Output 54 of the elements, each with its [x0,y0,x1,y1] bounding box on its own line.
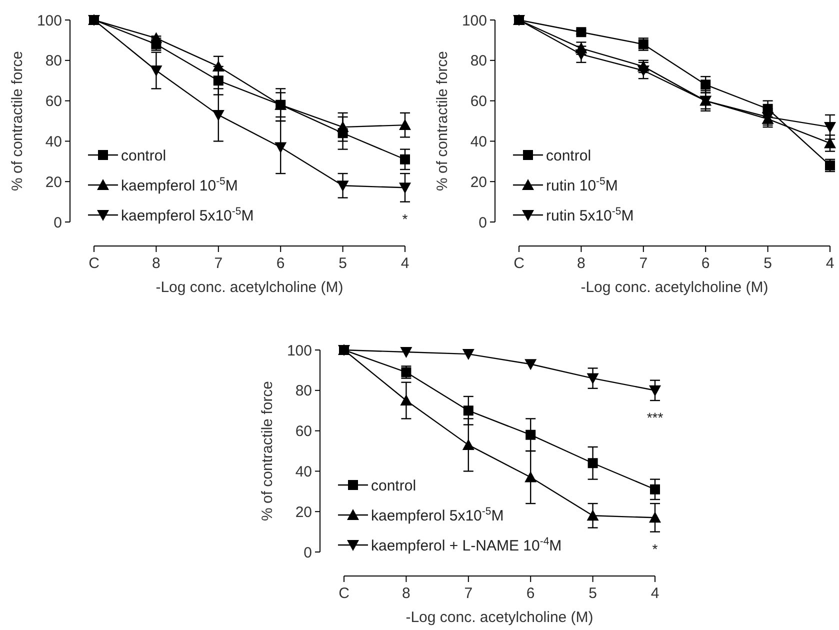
y-tick-label: 0 [54,214,62,232]
x-tick-label: 7 [639,255,648,272]
y-tick-label: 40 [45,133,62,150]
annotation: *** [646,410,664,426]
x-axis-title: -Log conc. acetylcholine (M) [580,279,768,296]
y-axis-title: % of contractile force [434,50,451,192]
y-tick-label: 80 [45,52,62,70]
y-tick-label: 100 [36,12,62,30]
x-tick-label: 6 [701,255,710,272]
x-tick-label: 5 [338,255,347,272]
y-axis-title: % of contractile force [9,50,26,192]
x-tick-label: 4 [650,585,660,602]
y-tick-label: 20 [45,174,62,191]
x-tick-label: 5 [588,585,597,602]
x-tick-label: 8 [577,255,586,272]
legend-label: kaempferol + L-NAME 10$^{-4}$M [371,535,562,554]
y-tick-label: 60 [295,423,312,440]
x-tick-label: 5 [764,255,772,272]
legend-label: kaempferol 5x10$^{-5}$M [121,205,254,224]
y-tick-label: 0 [478,214,487,232]
x-tick-label: 8 [152,255,160,272]
x-tick-label: 7 [214,255,223,272]
legend-label: control [371,477,416,494]
annotation: * [652,540,658,557]
legend-label: control [546,147,592,164]
legend-label: rutin 10$^{-5}$M [546,175,618,194]
x-tick-label: 7 [464,585,473,602]
annotation: * [402,210,408,227]
x-tick-label: C [338,585,350,602]
x-tick-label: 6 [526,585,535,602]
x-tick-label: 4 [826,255,834,272]
x-axis-title: -Log conc. acetylcholine (M) [156,279,344,296]
x-tick-label: C [88,255,100,272]
y-tick-label: 100 [286,342,312,360]
x-tick-label: 8 [402,585,410,602]
x-tick-label: C [514,255,525,272]
legend-label: control [121,147,166,164]
legend-label: kaempferol 10$^{-5}$M [121,175,238,194]
y-tick-label: 20 [295,504,312,521]
x-tick-label: 6 [276,255,285,272]
y-tick-label: 0 [304,544,312,562]
legend-label: kaempferol 5x10$^{-5}$M [371,505,504,524]
y-axis-title: % of contractile force [259,380,276,522]
x-tick-label: 4 [400,255,410,272]
x-axis-title: -Log conc. acetylcholine (M) [406,609,594,626]
y-tick-label: 60 [45,93,62,110]
y-tick-label: 80 [295,382,312,400]
y-tick-label: 40 [295,463,312,480]
y-tick-label: 100 [462,12,487,30]
y-tick-label: 80 [470,52,487,70]
y-tick-label: 60 [470,93,487,110]
legend-label: rutin 5x10$^{-5}$M [546,205,634,224]
y-tick-label: 20 [470,174,487,191]
y-tick-label: 40 [470,133,487,150]
